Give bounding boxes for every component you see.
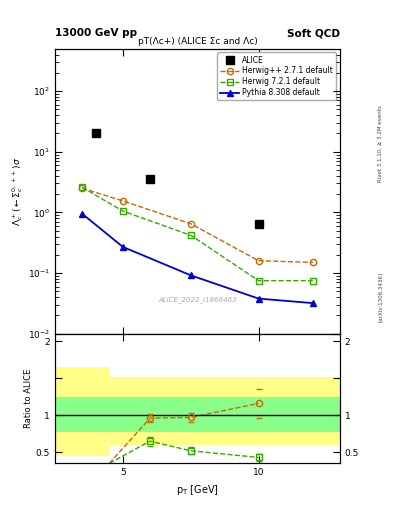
- X-axis label: p$_{\rm T}$ [GeV]: p$_{\rm T}$ [GeV]: [176, 483, 219, 497]
- Pythia 8.308 default: [310, 300, 315, 306]
- Line: Herwig 7.2.1 default: Herwig 7.2.1 default: [79, 184, 316, 284]
- Line: ALICE: ALICE: [92, 130, 263, 227]
- Herwig 7.2.1 default: [256, 278, 261, 284]
- Herwig++ 2.7.1 default: [121, 198, 125, 204]
- Herwig++ 2.7.1 default: [256, 258, 261, 264]
- Line: Herwig++ 2.7.1 default: Herwig++ 2.7.1 default: [79, 185, 316, 266]
- Herwig 7.2.1 default: [310, 278, 315, 284]
- ALICE: [148, 176, 152, 182]
- Text: Soft QCD: Soft QCD: [287, 28, 340, 38]
- Line: Pythia 8.308 default: Pythia 8.308 default: [79, 210, 316, 306]
- ALICE: [256, 221, 261, 227]
- Text: Rivet 3.1.10, ≥ 3.2M events: Rivet 3.1.10, ≥ 3.2M events: [378, 105, 383, 182]
- Title: pT(Λc+) (ALICE Σc and Λc): pT(Λc+) (ALICE Σc and Λc): [138, 37, 257, 47]
- Pythia 8.308 default: [256, 295, 261, 302]
- ALICE: [94, 131, 98, 137]
- Herwig 7.2.1 default: [121, 208, 125, 214]
- Herwig 7.2.1 default: [188, 232, 193, 239]
- Pythia 8.308 default: [80, 210, 84, 217]
- Text: 13000 GeV pp: 13000 GeV pp: [55, 28, 137, 38]
- Herwig++ 2.7.1 default: [80, 185, 84, 191]
- Text: ALICE_2022_I1868463: ALICE_2022_I1868463: [158, 296, 237, 303]
- Legend: ALICE, Herwig++ 2.7.1 default, Herwig 7.2.1 default, Pythia 8.308 default: ALICE, Herwig++ 2.7.1 default, Herwig 7.…: [217, 52, 336, 100]
- Herwig++ 2.7.1 default: [310, 259, 315, 265]
- Herwig++ 2.7.1 default: [188, 221, 193, 227]
- Pythia 8.308 default: [188, 272, 193, 279]
- Y-axis label: $\Lambda_c^+$($\leftarrow\Sigma_c^{0,++}$)$\sigma$: $\Lambda_c^+$($\leftarrow\Sigma_c^{0,++}…: [10, 157, 25, 226]
- Text: [arXiv:1306.3436]: [arXiv:1306.3436]: [378, 272, 383, 322]
- Pythia 8.308 default: [121, 244, 125, 250]
- Y-axis label: Ratio to ALICE: Ratio to ALICE: [24, 369, 33, 428]
- Herwig 7.2.1 default: [80, 184, 84, 190]
